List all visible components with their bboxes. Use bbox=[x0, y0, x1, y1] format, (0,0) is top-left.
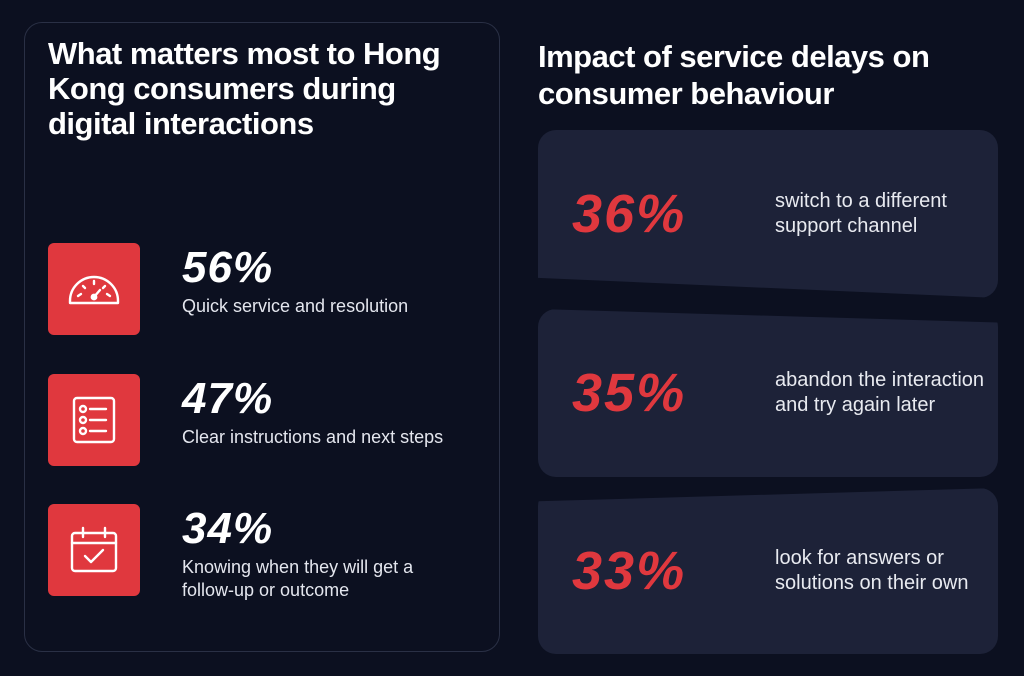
impact-value: 33% bbox=[572, 541, 687, 601]
impact-text: abandon the interaction and try again la… bbox=[775, 369, 985, 416]
impact-value: 36% bbox=[572, 184, 687, 244]
impact-card-switch-channel: 36% switch to a different support channe… bbox=[538, 130, 998, 298]
impact-card-abandon-interaction: 35% abandon the interaction and try agai… bbox=[538, 309, 998, 477]
stat-row-follow-up: 34% Knowing when they will get a follow-… bbox=[48, 504, 468, 600]
impact-text: look for answers or solutions on their o… bbox=[775, 547, 969, 594]
stat-label: Clear instructions and next steps bbox=[182, 427, 444, 447]
stat-value: 47% bbox=[182, 374, 274, 423]
stat-label: Quick service and resolution bbox=[182, 296, 409, 316]
speedometer-icon bbox=[48, 243, 140, 335]
impact-value: 35% bbox=[572, 363, 687, 423]
stat-label: Knowing when they will get a follow-up o… bbox=[182, 557, 414, 600]
right-panel-title: Impact of service delays on consumer beh… bbox=[538, 39, 930, 111]
impact-card-self-service: 33% look for answers or solutions on the… bbox=[538, 488, 998, 654]
left-panel-title: What matters most to Hong Kong consumers… bbox=[48, 36, 441, 141]
stat-row-clear-instructions: 47% Clear instructions and next steps bbox=[48, 374, 468, 466]
checklist-icon bbox=[48, 374, 140, 466]
stat-value: 56% bbox=[182, 243, 274, 292]
impact-text: switch to a different support channel bbox=[775, 190, 947, 237]
stat-row-quick-service: 56% Quick service and resolution bbox=[48, 243, 468, 335]
stat-value: 34% bbox=[182, 504, 274, 553]
calendar-check-icon bbox=[48, 504, 140, 596]
